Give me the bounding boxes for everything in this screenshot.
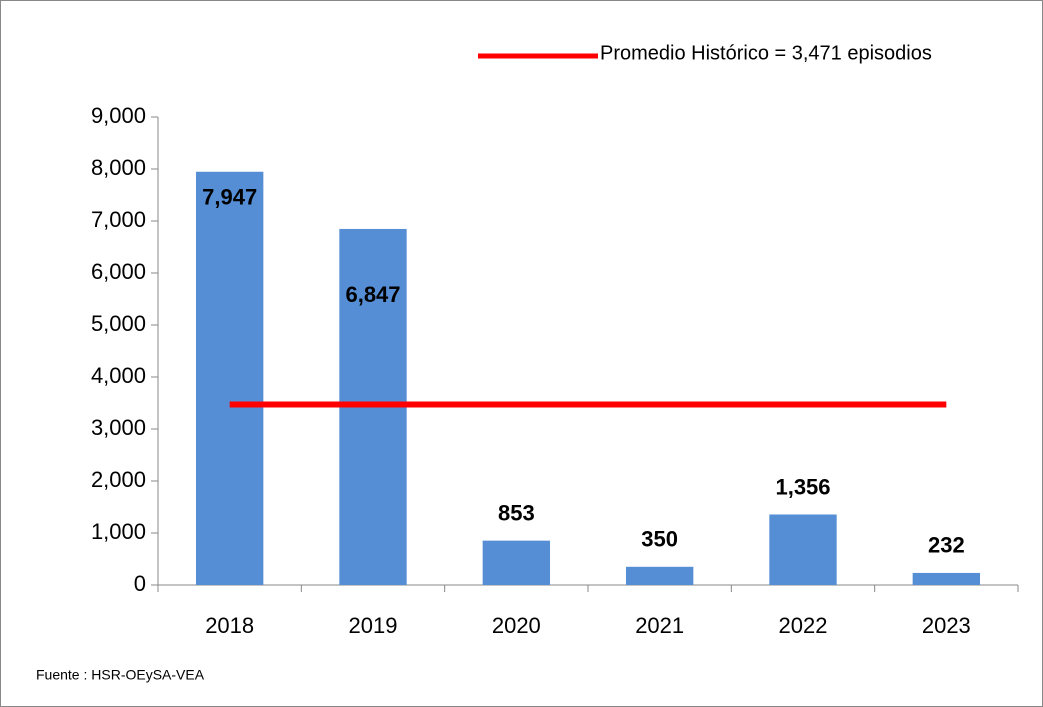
y-tick-label: 2,000 [91,467,146,492]
value-label: 853 [498,500,535,525]
x-tick-label: 2020 [492,613,541,638]
value-label: 7,947 [202,185,257,210]
x-tick-label: 2022 [779,613,828,638]
x-tick-label: 2023 [922,613,971,638]
y-tick-label: 0 [134,571,146,596]
legend-label: Promedio Histórico = 3,471 episodios [600,42,932,64]
y-tick-label: 6,000 [91,259,146,284]
y-tick-label: 1,000 [91,519,146,544]
value-label: 232 [928,533,965,558]
bar [769,514,837,585]
y-tick-label: 9,000 [91,103,146,128]
x-tick-label: 2021 [635,613,684,638]
value-label: 1,356 [775,474,830,499]
y-tick-label: 7,000 [91,207,146,232]
value-label: 350 [641,527,678,552]
y-tick-label: 4,000 [91,363,146,388]
bar [912,572,981,585]
y-tick-label: 5,000 [91,311,146,336]
bar [625,566,694,585]
source-note: Fuente : HSR-OEySA-VEA [36,667,205,683]
y-tick-label: 8,000 [91,155,146,180]
bar [195,171,264,586]
value-label: 6,847 [345,282,400,307]
x-tick-label: 2019 [349,613,398,638]
y-tick-label: 3,000 [91,415,146,440]
x-tick-label: 2018 [205,613,254,638]
bar [482,540,551,585]
